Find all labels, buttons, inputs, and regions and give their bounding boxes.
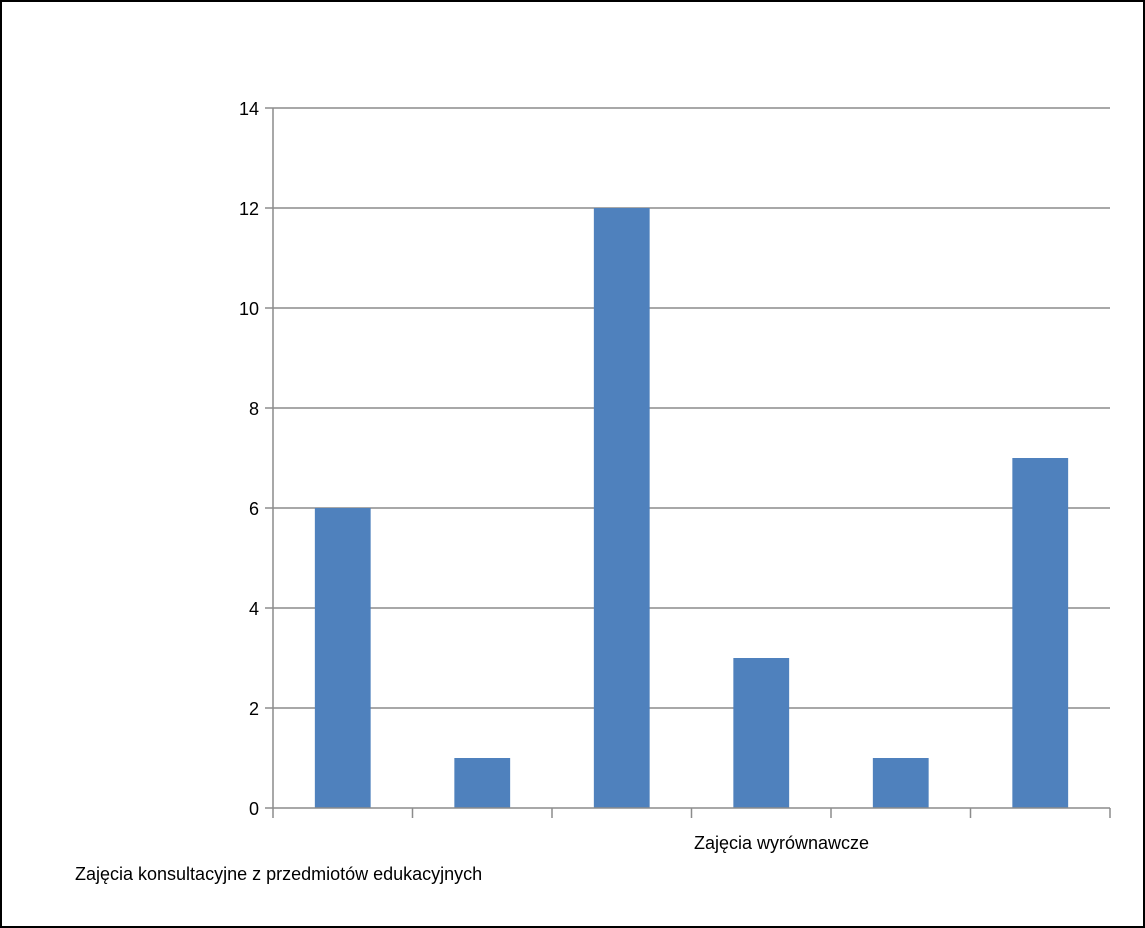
bar-4 [872,758,929,808]
category-label-3: Zajęcia wyrównawcze [694,833,869,853]
bars [314,208,1069,808]
y-tick-label-1: 2 [249,699,259,719]
bar-5 [1012,458,1069,808]
gridlines [273,107,1110,709]
axes [265,107,1111,818]
y-tick-label-0: 0 [249,799,259,819]
y-tick-label-5: 10 [239,299,259,319]
bar-2 [593,208,650,808]
labels: 0 2 4 6 8 10 12 14 Zajęcia konsultacyjne z przed… [75,99,869,884]
y-tick-label-7: 14 [239,99,259,119]
bar-3 [733,658,790,808]
category-label-0: Zajęcia konsultacyjne z przedmiotów eduk… [75,864,482,884]
y-tick-label-2: 4 [249,599,259,619]
y-tick-label-6: 12 [239,199,259,219]
y-tick-label-4: 8 [249,399,259,419]
bar-1 [454,758,511,808]
bar-0 [314,508,371,808]
y-tick-label-3: 6 [249,499,259,519]
